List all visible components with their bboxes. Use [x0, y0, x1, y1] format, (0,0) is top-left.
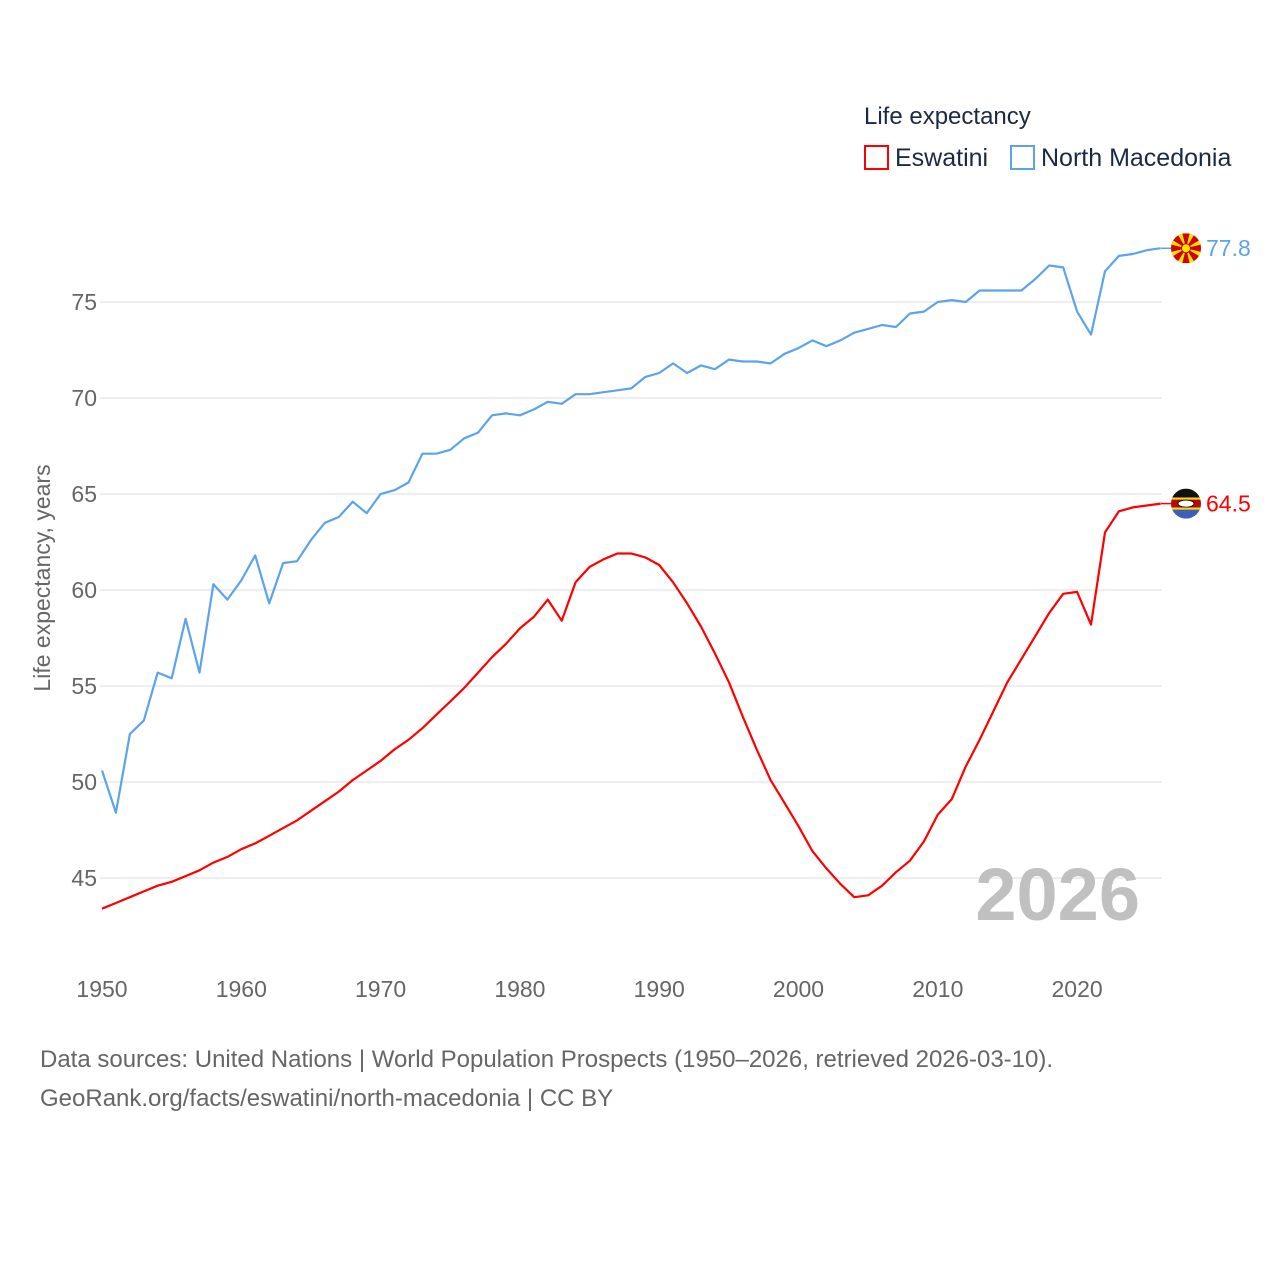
y-tick-label: 70	[71, 385, 97, 411]
flag-stripe	[1171, 509, 1201, 519]
x-tick-label: 2000	[773, 976, 824, 1002]
y-tick-label: 65	[71, 481, 97, 507]
y-tick-label: 60	[71, 577, 97, 603]
x-tick-label: 1970	[355, 976, 406, 1002]
x-tick-label: 1950	[76, 976, 127, 1002]
legend-swatch-eswatini[interactable]	[864, 145, 889, 170]
flag-stripe	[1171, 497, 1201, 500]
end-value-label: 77.8	[1206, 235, 1251, 261]
y-tick-label: 55	[71, 673, 97, 699]
x-tick-label: 1980	[494, 976, 545, 1002]
y-tick-label: 50	[71, 769, 97, 795]
legend-label-eswatini[interactable]: Eswatini	[895, 144, 988, 172]
end-value-label: 64.5	[1206, 491, 1251, 517]
series-line-north-macedonia	[100, 247, 1161, 814]
gridlines	[100, 301, 1162, 879]
data-sources-note: Data sources: United Nations | World Pop…	[40, 1046, 1054, 1073]
legend: Life expectancy Eswatini North Macedonia	[864, 103, 1231, 172]
y-tick-label: 45	[71, 865, 97, 891]
flag-stripe	[1171, 488, 1201, 498]
y-axis-label: Life expectancy, years	[29, 464, 55, 691]
flag-body	[1171, 488, 1201, 519]
year-watermark: 2026	[975, 853, 1140, 936]
flag-shield	[1177, 499, 1195, 508]
x-tick-label: 1990	[634, 976, 685, 1002]
flag-body	[1171, 233, 1201, 264]
flag-icon-north-macedonia	[1171, 233, 1201, 264]
flag-sun	[1181, 243, 1191, 254]
y-axis-ticks: 45 50 55 60 65 70 75	[71, 289, 97, 891]
series-lines	[100, 247, 1161, 910]
x-tick-label: 1960	[216, 976, 267, 1002]
y-tick-label: 75	[71, 289, 97, 315]
x-axis-ticks: 1950 1960 1970 1980 1990 2000 2010 2020	[76, 976, 1102, 1002]
legend-title: Life expectancy	[864, 103, 1031, 130]
series-line-eswatini	[101, 502, 1161, 910]
flag-stripe	[1171, 507, 1201, 510]
x-tick-label: 2020	[1052, 976, 1103, 1002]
flag-icon-eswatini	[1171, 488, 1201, 519]
legend-swatch-north-macedonia[interactable]	[1010, 145, 1035, 170]
legend-label-north-macedonia[interactable]: North Macedonia	[1041, 144, 1231, 172]
series-end-markers: 64.5 77.8	[1161, 233, 1251, 519]
source-link[interactable]: GeoRank.org/facts/eswatini/north-macedon…	[40, 1085, 614, 1112]
x-tick-label: 2010	[912, 976, 963, 1002]
